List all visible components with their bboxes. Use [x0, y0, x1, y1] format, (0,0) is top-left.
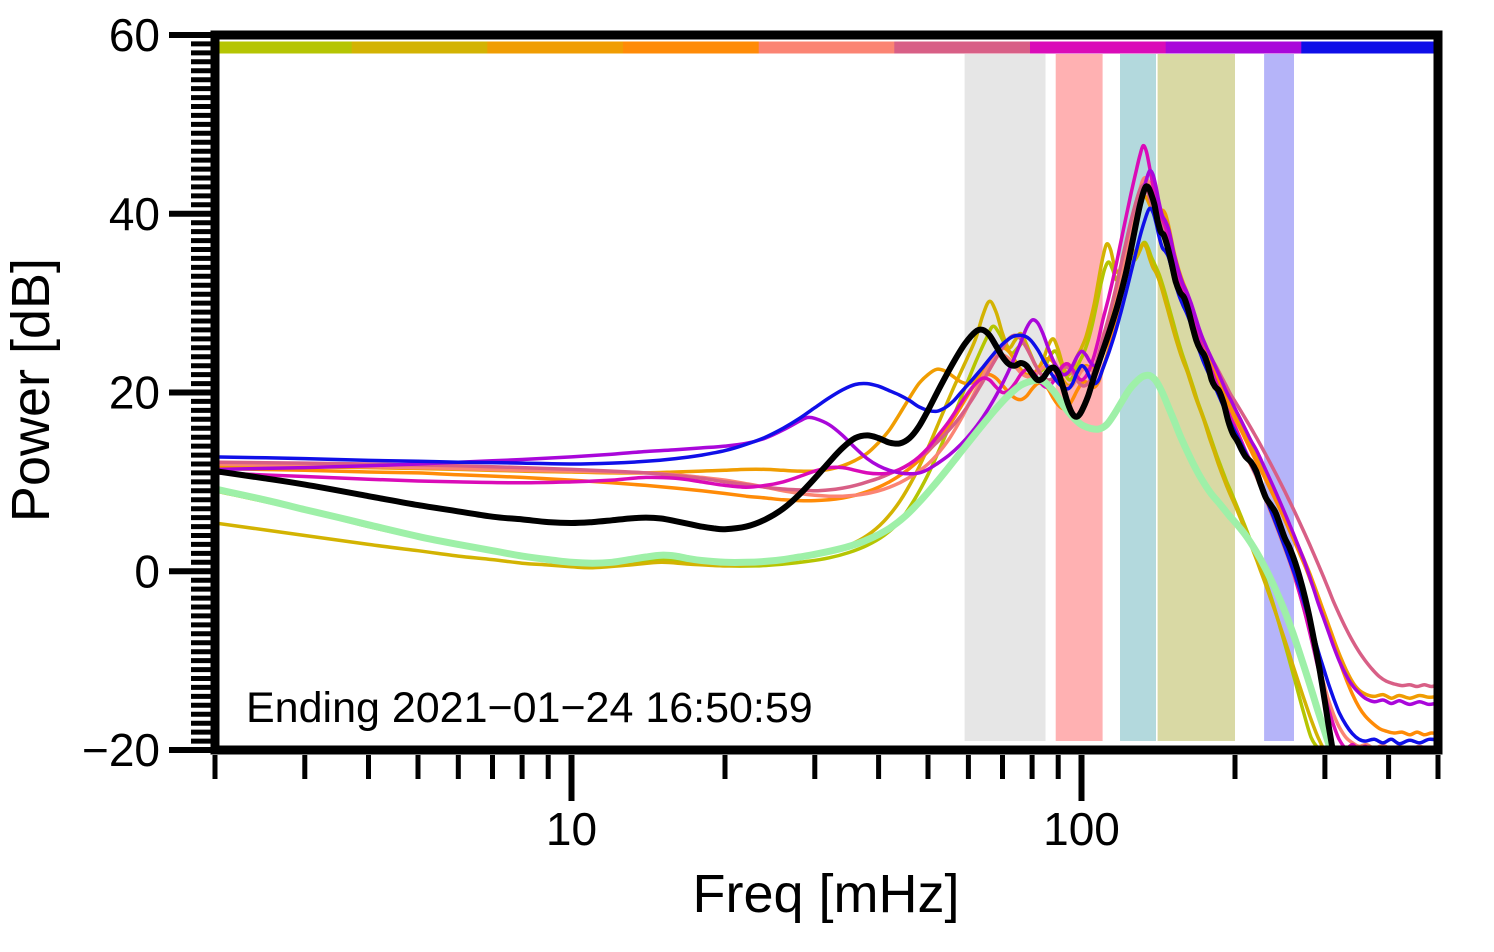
epoch-colorbar-segment-4: [623, 41, 760, 54]
epoch-colorbar-segment-7: [1030, 41, 1167, 54]
epoch-colorbar-segment-5: [758, 41, 895, 54]
y-axis-title: Power [dB]: [1, 257, 61, 523]
epoch-colorbar-segment-9: [1301, 41, 1438, 54]
x-axis-title: Freq [mHz]: [692, 864, 960, 924]
series-epoch-6-raspberry: [219, 183, 1434, 689]
y-tick-label-0: 0: [134, 545, 160, 597]
plot-frame: [210, 30, 1443, 755]
epoch-colorbar-segment-8: [1165, 41, 1302, 54]
x-tick-label-100: 100: [1043, 803, 1120, 855]
y-tick-label-60: 60: [109, 9, 160, 61]
y-tick-label--20: −20: [82, 724, 160, 776]
epoch-colorbar-segment-1: [216, 41, 353, 54]
y-tick-label-20: 20: [109, 367, 160, 419]
series-epoch-4-dark-orange: [219, 179, 1434, 737]
band-pink: [1055, 54, 1103, 741]
epoch-colorbar-segment-3: [487, 41, 624, 54]
band-lavender: [1264, 54, 1294, 741]
series-latest-black: [219, 183, 1335, 746]
x-tick-label-10: 10: [546, 803, 597, 855]
epoch-colorbar-segment-2: [351, 41, 488, 54]
epoch-colorbar-segment-6: [894, 41, 1031, 54]
ending-timestamp-annotation: Ending 2021−01−24 16:50:59: [246, 684, 813, 732]
y-tick-label-40: 40: [109, 188, 160, 240]
